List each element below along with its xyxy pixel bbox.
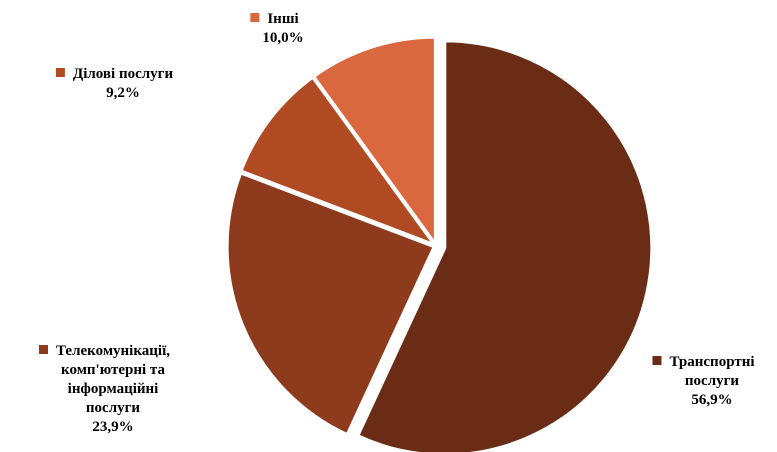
data-label-0-line-0: Транспортні [669, 354, 754, 370]
data-label-3-line-0: Інші [267, 11, 298, 27]
legend-marker-2 [55, 68, 65, 77]
data-label-1-line-0: Телекомунікації, [56, 343, 170, 359]
legend-marker-0 [652, 356, 662, 365]
data-label-0: Транспортні послуги 56,9% [652, 354, 755, 408]
data-label-2: Ділові послуги 9,2% [55, 66, 174, 101]
pie-slices [225, 35, 654, 452]
legend-marker-3 [250, 13, 260, 22]
pie-slice-0 [355, 39, 654, 452]
data-label-3: Інші 10,0% [250, 11, 304, 46]
data-labels: Транспортні послуги 56,9% Телекомунікації, к… [39, 11, 755, 435]
data-label-2-value: 9,2% [106, 85, 140, 101]
data-label-1-line-3: послуги [86, 400, 141, 416]
data-label-0-value: 56,9% [691, 392, 732, 408]
data-label-3-value: 10,0% [262, 30, 303, 46]
data-label-1: Телекомунікації, комп'ютерні та інформацій… [39, 343, 170, 435]
data-label-2-line-0: Ділові послуги [73, 66, 174, 82]
pie-slice-1 [225, 171, 437, 437]
data-label-1-line-2: інформаційні [68, 381, 159, 397]
data-label-1-value: 23,9% [92, 419, 133, 435]
pie-slice-2 [239, 75, 439, 248]
legend-marker-1 [39, 345, 48, 354]
data-label-0-line-1: послуги [685, 373, 740, 389]
data-label-1-line-1: комп'ютерні та [61, 362, 165, 378]
pie-slice-3 [311, 35, 437, 249]
